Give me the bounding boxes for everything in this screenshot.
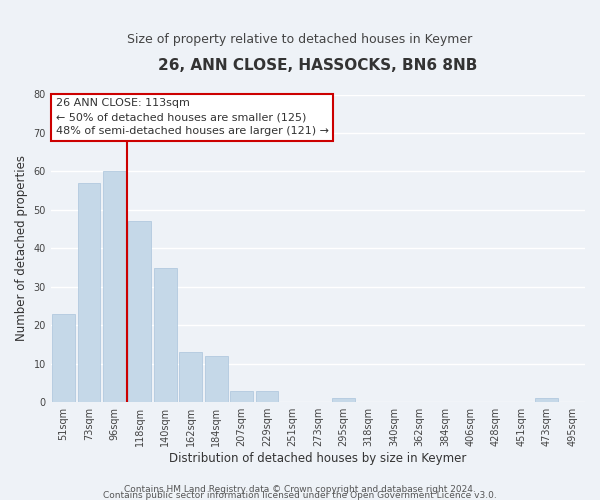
Y-axis label: Number of detached properties: Number of detached properties (15, 156, 28, 342)
X-axis label: Distribution of detached houses by size in Keymer: Distribution of detached houses by size … (169, 452, 467, 465)
Bar (128, 222, 151, 402)
Bar (103, 172, 126, 402)
Bar (230, 390, 253, 402)
Text: 26 ANN CLOSE: 113sqm
← 50% of detached houses are smaller (125)
48% of semi-deta: 26 ANN CLOSE: 113sqm ← 50% of detached h… (56, 98, 329, 136)
Bar (154, 268, 177, 402)
Text: Contains HM Land Registry data © Crown copyright and database right 2024.: Contains HM Land Registry data © Crown c… (124, 485, 476, 494)
Text: Size of property relative to detached houses in Keymer: Size of property relative to detached ho… (127, 32, 473, 46)
Bar (52, 314, 75, 402)
Bar (535, 398, 558, 402)
Bar (179, 352, 202, 402)
Text: Contains public sector information licensed under the Open Government Licence v3: Contains public sector information licen… (103, 491, 497, 500)
Bar (77, 183, 100, 402)
Bar (205, 356, 227, 402)
Title: 26, ANN CLOSE, HASSOCKS, BN6 8NB: 26, ANN CLOSE, HASSOCKS, BN6 8NB (158, 58, 478, 72)
Bar (256, 390, 278, 402)
Bar (332, 398, 355, 402)
